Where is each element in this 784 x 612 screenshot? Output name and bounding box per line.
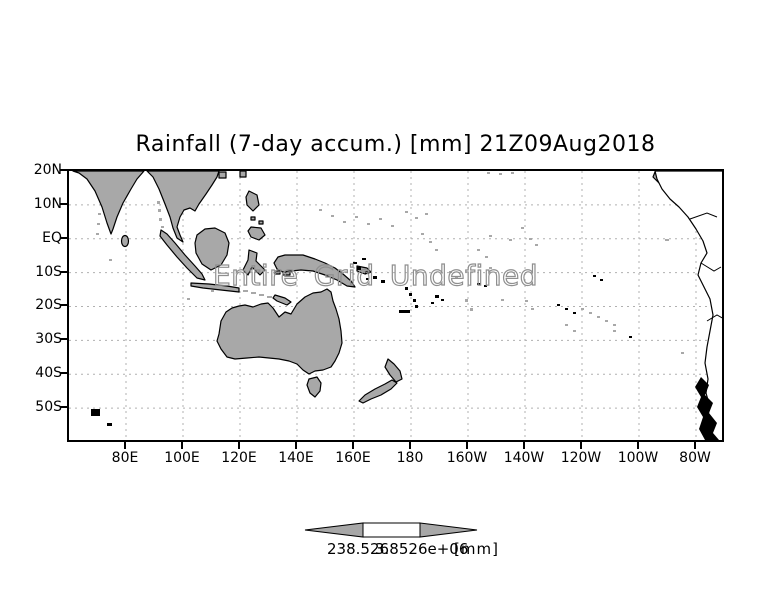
landmass-java bbox=[190, 282, 240, 293]
y-tick bbox=[60, 406, 68, 408]
x-axis-label: 180 bbox=[396, 450, 424, 466]
colorbar-left-arrow bbox=[304, 522, 364, 538]
y-tick bbox=[60, 237, 68, 239]
landmass-taiwan bbox=[239, 171, 247, 178]
x-axis-label: 140W bbox=[503, 450, 545, 466]
y-tick bbox=[60, 203, 68, 205]
graticule-grid bbox=[69, 171, 722, 440]
y-tick bbox=[60, 169, 68, 171]
colorbar-max-label: 3.8526e+06 bbox=[375, 540, 469, 558]
y-tick bbox=[60, 338, 68, 340]
y-tick bbox=[60, 304, 68, 306]
grid-undefined-message: Entire Grid Undefined bbox=[212, 259, 539, 292]
landmass-luzon bbox=[245, 190, 260, 212]
x-tick bbox=[409, 441, 411, 449]
x-axis-label: 140E bbox=[278, 450, 314, 466]
landmass-hainan bbox=[218, 171, 227, 179]
y-axis-label: 20N bbox=[33, 162, 62, 178]
y-axis-label: 40S bbox=[35, 365, 62, 381]
landmass-indochina-malaya bbox=[146, 171, 220, 243]
pacific-basemap bbox=[69, 171, 722, 440]
landmass-patagonia bbox=[695, 377, 719, 440]
plot-title: Rainfall (7-day accum.) [mm] 21Z09Aug201… bbox=[135, 132, 656, 157]
colorbar bbox=[304, 522, 478, 538]
island-specks-black bbox=[91, 258, 632, 426]
landmass-timor bbox=[272, 294, 292, 306]
landmass-nz-south bbox=[358, 379, 398, 404]
x-tick bbox=[466, 441, 468, 449]
x-axis-label: 160W bbox=[446, 450, 488, 466]
landmass-newguinea bbox=[273, 254, 356, 288]
map-plot-area bbox=[67, 169, 724, 442]
x-tick bbox=[295, 441, 297, 449]
x-tick bbox=[580, 441, 582, 449]
landmass-india bbox=[72, 171, 145, 235]
landmass-mindanao bbox=[247, 226, 266, 241]
y-axis-label: 10N bbox=[33, 196, 62, 212]
y-axis-label: 10S bbox=[35, 264, 62, 280]
landmass-australia bbox=[216, 288, 343, 375]
colorbar-unit-label: [mm] bbox=[454, 540, 499, 558]
x-axis-label: 100W bbox=[617, 450, 659, 466]
y-axis-label: EQ bbox=[42, 230, 62, 246]
x-axis-label: 120E bbox=[221, 450, 257, 466]
y-axis-label: 20S bbox=[35, 297, 62, 313]
colorbar-mid-segment bbox=[362, 522, 421, 538]
y-tick bbox=[60, 271, 68, 273]
island-specks-gray bbox=[96, 172, 684, 354]
x-tick bbox=[238, 441, 240, 449]
landmass-sulawesi bbox=[242, 249, 266, 276]
landmass-srilanka bbox=[120, 234, 130, 248]
landmass-south-america bbox=[654, 171, 722, 440]
landmass-nz-north bbox=[384, 358, 403, 383]
y-axis-label: 50S bbox=[35, 399, 62, 415]
x-axis-label: 120W bbox=[560, 450, 602, 466]
x-tick bbox=[637, 441, 639, 449]
x-axis-label: 80W bbox=[679, 450, 711, 466]
landmass-sumatra bbox=[159, 229, 206, 281]
x-tick bbox=[523, 441, 525, 449]
island-kerguelen bbox=[91, 409, 100, 416]
x-axis-label: 100E bbox=[164, 450, 200, 466]
colorbar-right-arrow bbox=[419, 522, 478, 538]
landmass-tasmania bbox=[306, 376, 322, 398]
landmass-borneo bbox=[194, 227, 230, 271]
x-axis-label: 160E bbox=[335, 450, 371, 466]
x-axis-label: 80E bbox=[111, 450, 139, 466]
colorbar-min-label: 238.526 bbox=[327, 540, 390, 558]
x-tick bbox=[352, 441, 354, 449]
y-tick bbox=[60, 372, 68, 374]
x-tick bbox=[694, 441, 696, 449]
y-axis-label: 30S bbox=[35, 331, 62, 347]
x-tick bbox=[124, 441, 126, 449]
x-tick bbox=[181, 441, 183, 449]
